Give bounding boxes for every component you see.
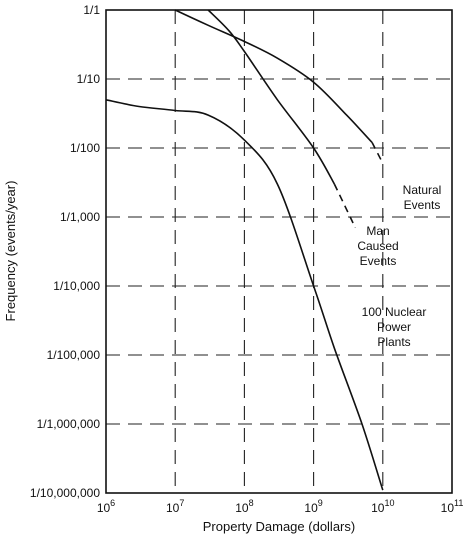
y-tick-label: 1/100,000 xyxy=(47,348,101,362)
curves xyxy=(105,9,384,491)
y-axis-label: Frequency (events/year) xyxy=(3,181,18,322)
natural-events-curve xyxy=(174,9,373,144)
y-tick-label: 1/10,000 xyxy=(53,279,100,293)
y-tick-label: 1/10,000,000 xyxy=(30,486,100,500)
y-tick-label: 1/1,000 xyxy=(60,210,100,224)
y-tick-label: 1/1 xyxy=(83,3,100,17)
natural-events-label: Natural Events xyxy=(403,183,442,212)
x-axis-label: Property Damage (dollars) xyxy=(203,519,355,534)
y-tick-label: 1/10 xyxy=(77,72,101,86)
natural-events-curve-dashed-tail xyxy=(371,142,384,164)
x-tick-label: 1010 xyxy=(371,498,394,515)
y-tick-label: 1/100 xyxy=(70,141,100,155)
x-tick-label: 106 xyxy=(97,498,115,515)
man-caused-events-curve xyxy=(207,9,336,185)
y-tick-labels: 1/1 1/10 1/100 1/1,000 1/10,000 1/100,000 1/1,… xyxy=(30,3,100,500)
x-tick-label: 109 xyxy=(304,498,322,515)
y-tick-label: 1/1,000,000 xyxy=(37,417,101,431)
nuclear-plants-curve xyxy=(105,99,384,491)
x-tick-label: 1011 xyxy=(441,498,464,515)
x-tick-labels: 106 107 108 109 1010 1011 xyxy=(97,498,464,515)
nuclear-plants-label: 100 Nuclear Power Plants xyxy=(362,305,427,349)
man-caused-events-label: Man Caused Events xyxy=(357,224,398,268)
man-caused-events-curve-dashed-tail xyxy=(333,183,357,229)
x-tick-label: 108 xyxy=(235,498,253,515)
grid-lines xyxy=(106,10,452,493)
plot-frame xyxy=(105,9,453,494)
x-tick-label: 107 xyxy=(166,498,184,515)
